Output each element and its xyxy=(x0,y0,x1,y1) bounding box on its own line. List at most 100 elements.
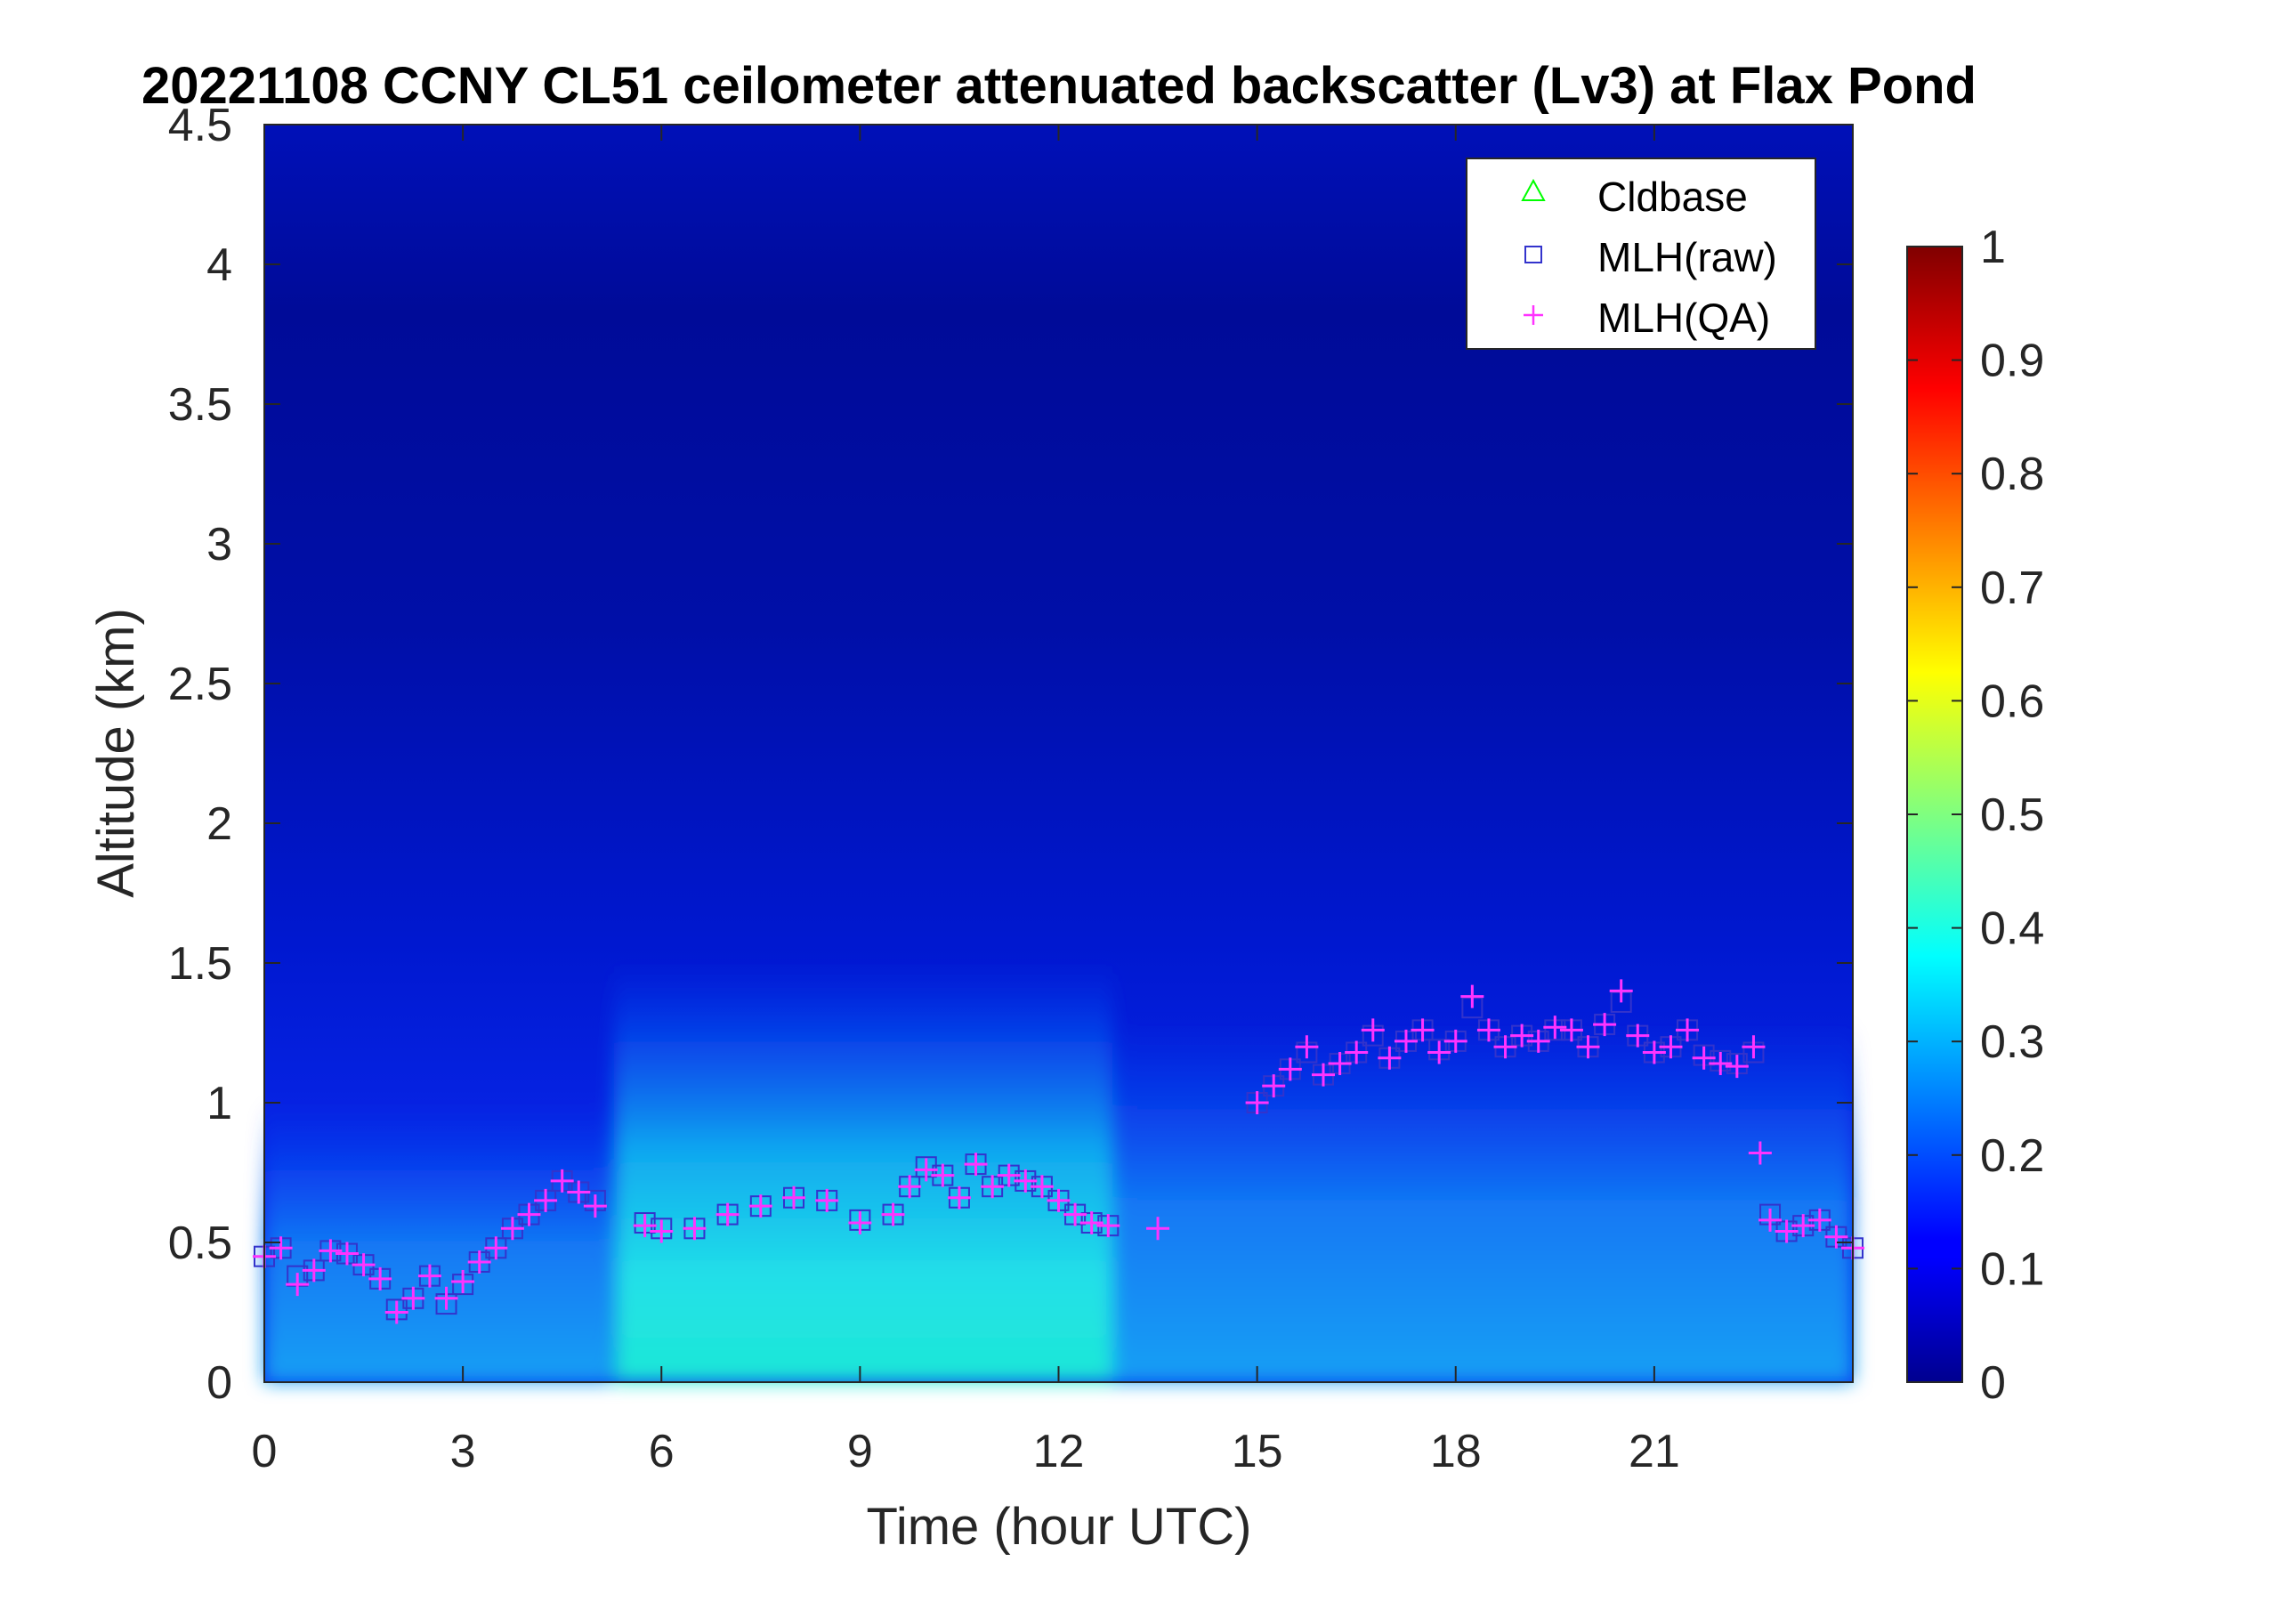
mlh-qa-point xyxy=(1328,1052,1352,1076)
colorbar-tick-label: 0.8 xyxy=(1980,449,2044,500)
mlh-qa-point xyxy=(683,1217,707,1241)
mlh-qa-point xyxy=(1709,1052,1733,1076)
mlh-qa-point xyxy=(269,1236,293,1260)
colorbar-tick-label: 0.9 xyxy=(1980,336,2044,387)
low-band-late xyxy=(1112,1024,1853,1382)
y-tick-label: 1 xyxy=(206,1078,232,1129)
mlh-qa-point xyxy=(633,1214,657,1238)
mlh-qa-point xyxy=(1030,1175,1054,1199)
mlh-qa-point xyxy=(451,1269,475,1293)
mlh-qa-point xyxy=(500,1217,524,1241)
y-tick-label: 0.5 xyxy=(168,1218,232,1269)
x-axis-label: Time (hour UTC) xyxy=(867,1498,1252,1556)
legend-item-cldbase: Cldbase xyxy=(1521,174,1748,220)
x-tick-label: 15 xyxy=(1232,1426,1283,1477)
mlh-qa-point xyxy=(302,1258,326,1282)
y-axis-ticks: 0 0.5 1 1.5 2 2.5 3 3.5 4 4.5 xyxy=(168,100,1853,1409)
mlh-qa-point xyxy=(815,1188,839,1212)
y-tick-label: 0 xyxy=(206,1357,232,1409)
mlh-qa-point xyxy=(1427,1040,1451,1064)
mlh-qa-point xyxy=(1278,1057,1302,1081)
mlh-qa-point xyxy=(1411,1018,1435,1042)
mlh-qa-point xyxy=(583,1194,607,1218)
legend-item-mlh-raw: MLH(raw) xyxy=(1524,234,1777,280)
mlh-qa-point xyxy=(1378,1046,1402,1070)
x-tick-label: 0 xyxy=(252,1426,278,1477)
mlh-qa-point xyxy=(1460,984,1484,1008)
legend: Cldbase MLH(raw) MLH(QA) xyxy=(1466,158,1816,350)
mlh-qa-point xyxy=(1775,1219,1799,1243)
y-axis-label: Altitude (km) xyxy=(87,608,145,898)
mlh-qa-point xyxy=(1659,1035,1683,1059)
mlh-qa-point xyxy=(1510,1024,1534,1048)
mlh-qa-point xyxy=(1312,1063,1335,1087)
y-tick-label: 2.5 xyxy=(168,659,232,710)
colorbar-tick-label: 0.1 xyxy=(1980,1243,2044,1295)
mlh-qa-point xyxy=(1014,1169,1038,1193)
mlh-qa-point xyxy=(1609,979,1633,1003)
mlh-qa-point xyxy=(484,1236,508,1260)
colorbar: 0 0.1 0.2 0.3 0.4 0.5 0.6 0.7 0.8 0.9 1 xyxy=(1906,222,2044,1409)
mlh-qa-point xyxy=(1493,1035,1517,1059)
colorbar-tick-label: 0.2 xyxy=(1980,1130,2044,1182)
mlh-qa-point xyxy=(1626,1024,1650,1048)
mlh-qa-point xyxy=(517,1202,541,1226)
mlh-qa-point xyxy=(1593,1013,1617,1037)
mlh-qa-point xyxy=(964,1153,988,1177)
mlh-qa-point xyxy=(782,1185,805,1210)
colorbar-tick-label: 0 xyxy=(1980,1357,2006,1409)
mlh-qa-point xyxy=(1824,1225,1848,1249)
mlh-qa-point xyxy=(1345,1040,1369,1064)
mlh-qa-point xyxy=(1146,1217,1170,1241)
colorbar-tick-label: 0.7 xyxy=(1980,562,2044,614)
mlh-qa-point xyxy=(286,1273,310,1297)
mlh-qa-point xyxy=(1758,1208,1783,1232)
x-tick-label: 18 xyxy=(1430,1426,1482,1477)
mlh-qa-point xyxy=(650,1219,674,1243)
y-tick-label: 2 xyxy=(206,798,232,850)
chart-title: 20221108 CCNY CL51 ceilometer attenuated… xyxy=(141,57,1977,115)
mlh-qa-point xyxy=(1245,1091,1269,1114)
mlh-qa-point xyxy=(1063,1202,1087,1226)
mlh-qa-point xyxy=(1443,1029,1467,1053)
x-axis-ticks: 0 3 6 9 12 15 18 21 xyxy=(252,125,1680,1477)
mlh-qa-point xyxy=(1096,1214,1120,1238)
x-tick-label: 12 xyxy=(1033,1426,1085,1477)
x-tick-label: 3 xyxy=(450,1426,476,1477)
legend-label-cldbase: Cldbase xyxy=(1597,174,1748,220)
colorbar-tick-label: 0.5 xyxy=(1980,789,2044,841)
mlh-qa-point xyxy=(881,1202,905,1226)
colorbar-ticks: 0 0.1 0.2 0.3 0.4 0.5 0.6 0.7 0.8 0.9 1 xyxy=(1907,222,2044,1409)
mlh-qa-point xyxy=(384,1300,408,1324)
mlh-qa-point xyxy=(467,1250,491,1274)
mlh-qa-point xyxy=(1047,1188,1071,1212)
mlh-qa-point xyxy=(898,1175,922,1199)
mlh-qa-point xyxy=(914,1158,938,1182)
mlh-qa-point xyxy=(434,1286,458,1310)
mlh-qa-point xyxy=(1725,1055,1749,1079)
mlh-qa-point xyxy=(550,1169,574,1193)
mlh-qa-point xyxy=(1576,1035,1600,1059)
colorbar-tick-label: 0.4 xyxy=(1980,903,2044,955)
colorbar-tick-label: 0.6 xyxy=(1980,676,2044,727)
y-tick-label: 4 xyxy=(206,239,232,291)
mlh-qa-point xyxy=(1742,1035,1766,1059)
mlh-qa-point xyxy=(1262,1074,1286,1098)
aerosol-layer-cyan xyxy=(614,961,1112,1382)
y-tick-label: 3 xyxy=(206,519,232,570)
mlh-qa-point xyxy=(1791,1214,1815,1238)
mlh-qa-point xyxy=(931,1163,955,1187)
mlh-qa-point xyxy=(1559,1018,1583,1042)
mlh-qa-point xyxy=(1748,1141,1772,1165)
mlh-qa-point xyxy=(1079,1211,1104,1235)
mlh-qa-point xyxy=(335,1242,359,1266)
mlh-qa-point xyxy=(534,1188,558,1212)
mlh-qa-point xyxy=(417,1264,441,1288)
mlh-qa-point xyxy=(368,1266,392,1290)
mlh-qa-point xyxy=(997,1163,1021,1187)
mlh-qa-point xyxy=(748,1194,772,1218)
mlh-qa-point xyxy=(1642,1040,1666,1064)
mlh-qa-point xyxy=(319,1239,343,1263)
x-tick-label: 21 xyxy=(1629,1426,1680,1477)
